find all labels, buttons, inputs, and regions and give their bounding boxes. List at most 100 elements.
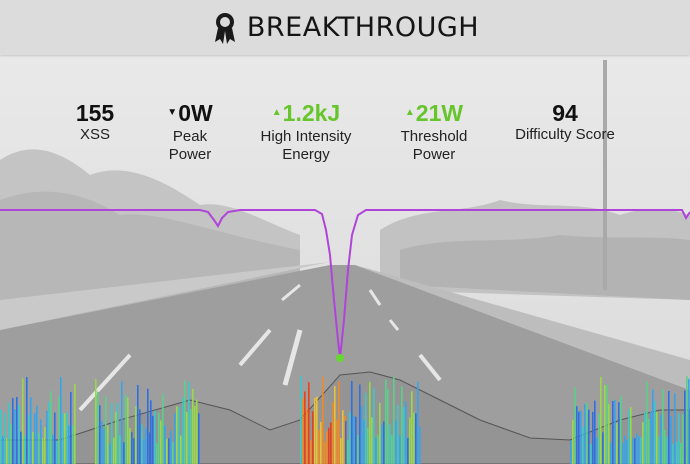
power-bar xyxy=(190,409,192,464)
power-bar xyxy=(300,375,302,464)
peak-power-label: Peak Power xyxy=(168,127,212,163)
trend-up-icon: ▲ xyxy=(271,106,282,118)
power-bar xyxy=(377,434,379,464)
power-bar xyxy=(614,399,616,464)
power-bar xyxy=(95,379,97,464)
power-bar xyxy=(578,411,580,464)
power-bar xyxy=(314,397,316,464)
power-bar xyxy=(44,427,46,464)
power-bar xyxy=(419,426,421,464)
power-bar xyxy=(620,396,622,464)
hie-label: High Intensity Energy xyxy=(260,127,352,163)
power-bar xyxy=(345,420,347,464)
power-bar xyxy=(391,434,393,464)
power-bar xyxy=(103,428,105,464)
power-bar xyxy=(598,413,600,464)
power-bar xyxy=(182,397,184,464)
power-bar xyxy=(580,410,582,464)
power-bar xyxy=(170,430,172,464)
power-bar xyxy=(640,436,642,464)
power-bar xyxy=(676,441,678,464)
power-bar xyxy=(686,376,688,464)
power-bar xyxy=(6,438,8,464)
power-bar xyxy=(326,431,328,464)
power-bar xyxy=(131,432,133,464)
power-bar xyxy=(399,435,401,464)
power-bar xyxy=(66,412,68,464)
power-bar xyxy=(198,413,200,464)
power-bar xyxy=(42,438,44,464)
power-bar xyxy=(606,384,608,464)
trend-up-icon: ▲ xyxy=(404,106,415,118)
power-bar xyxy=(188,381,190,464)
power-bar xyxy=(375,437,377,464)
power-bar xyxy=(20,431,22,464)
power-bar xyxy=(674,393,676,464)
power-bar xyxy=(332,402,334,464)
power-bar xyxy=(417,381,419,464)
power-bar xyxy=(634,438,636,464)
power-bar xyxy=(638,436,640,464)
power-bar xyxy=(369,381,371,464)
power-bar xyxy=(347,439,349,464)
power-bar xyxy=(409,417,411,464)
power-bar xyxy=(109,443,111,464)
power-bar xyxy=(58,396,60,464)
power-bar xyxy=(2,435,4,464)
stat-high-intensity-energy: ▲1.2kJ High Intensity Energy xyxy=(250,100,362,164)
power-bar xyxy=(672,443,674,464)
power-bar xyxy=(666,436,668,464)
power-bar xyxy=(395,420,397,464)
power-bar xyxy=(143,439,145,464)
hie-value: 1.2kJ xyxy=(282,100,341,126)
power-bar xyxy=(62,413,64,464)
power-bar xyxy=(342,410,344,464)
power-bar xyxy=(344,415,346,464)
power-bar xyxy=(389,424,391,464)
power-bar xyxy=(365,392,367,464)
stat-xss: 155 XSS xyxy=(48,100,142,144)
power-bar xyxy=(608,404,610,464)
power-bar xyxy=(359,384,361,464)
power-bar xyxy=(654,400,656,464)
power-bar xyxy=(355,416,357,464)
power-bar xyxy=(624,435,626,464)
power-bar xyxy=(582,427,584,464)
power-bar xyxy=(150,400,152,464)
power-bar xyxy=(576,406,578,464)
power-bar xyxy=(336,419,338,464)
power-bar xyxy=(328,427,330,464)
power-bar xyxy=(101,421,103,464)
power-bar xyxy=(154,410,156,464)
power-bar xyxy=(411,391,413,464)
power-bar xyxy=(413,412,415,464)
power-bar xyxy=(632,437,634,464)
power-bar xyxy=(160,420,162,464)
power-bar xyxy=(129,427,131,464)
power-bar xyxy=(135,406,137,464)
power-bar xyxy=(316,396,318,464)
power-bar xyxy=(50,390,52,464)
power-bar xyxy=(99,405,101,464)
power-bar xyxy=(145,427,147,464)
power-bar xyxy=(662,389,664,464)
power-bar xyxy=(312,411,314,464)
power-bar xyxy=(656,411,658,464)
power-bar xyxy=(334,385,336,464)
power-bar xyxy=(680,442,682,464)
power-bar xyxy=(196,399,198,464)
power-bar xyxy=(152,415,154,464)
power-bar xyxy=(387,388,389,464)
power-bar xyxy=(324,441,326,464)
power-bar xyxy=(48,401,50,464)
power-bar xyxy=(658,436,660,464)
peak-power-value: 0W xyxy=(178,100,213,126)
power-bar xyxy=(678,412,680,464)
power-bar xyxy=(172,441,174,464)
power-bar xyxy=(14,409,16,464)
power-bar xyxy=(318,429,320,464)
xss-label: XSS xyxy=(79,126,110,143)
power-bar xyxy=(304,391,306,464)
power-bar xyxy=(338,381,340,464)
power-bar xyxy=(28,414,30,464)
